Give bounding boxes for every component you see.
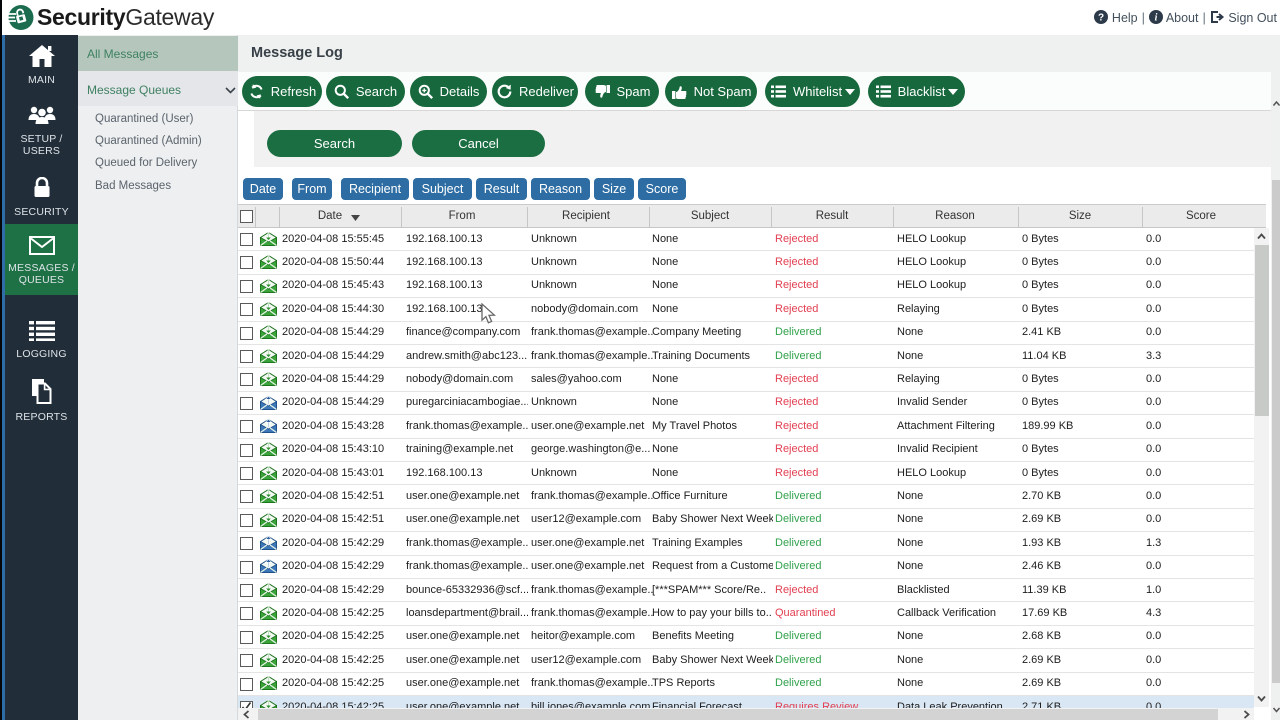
svg-text:?: ? bbox=[1098, 12, 1104, 23]
svg-text:i: i bbox=[1155, 12, 1158, 23]
